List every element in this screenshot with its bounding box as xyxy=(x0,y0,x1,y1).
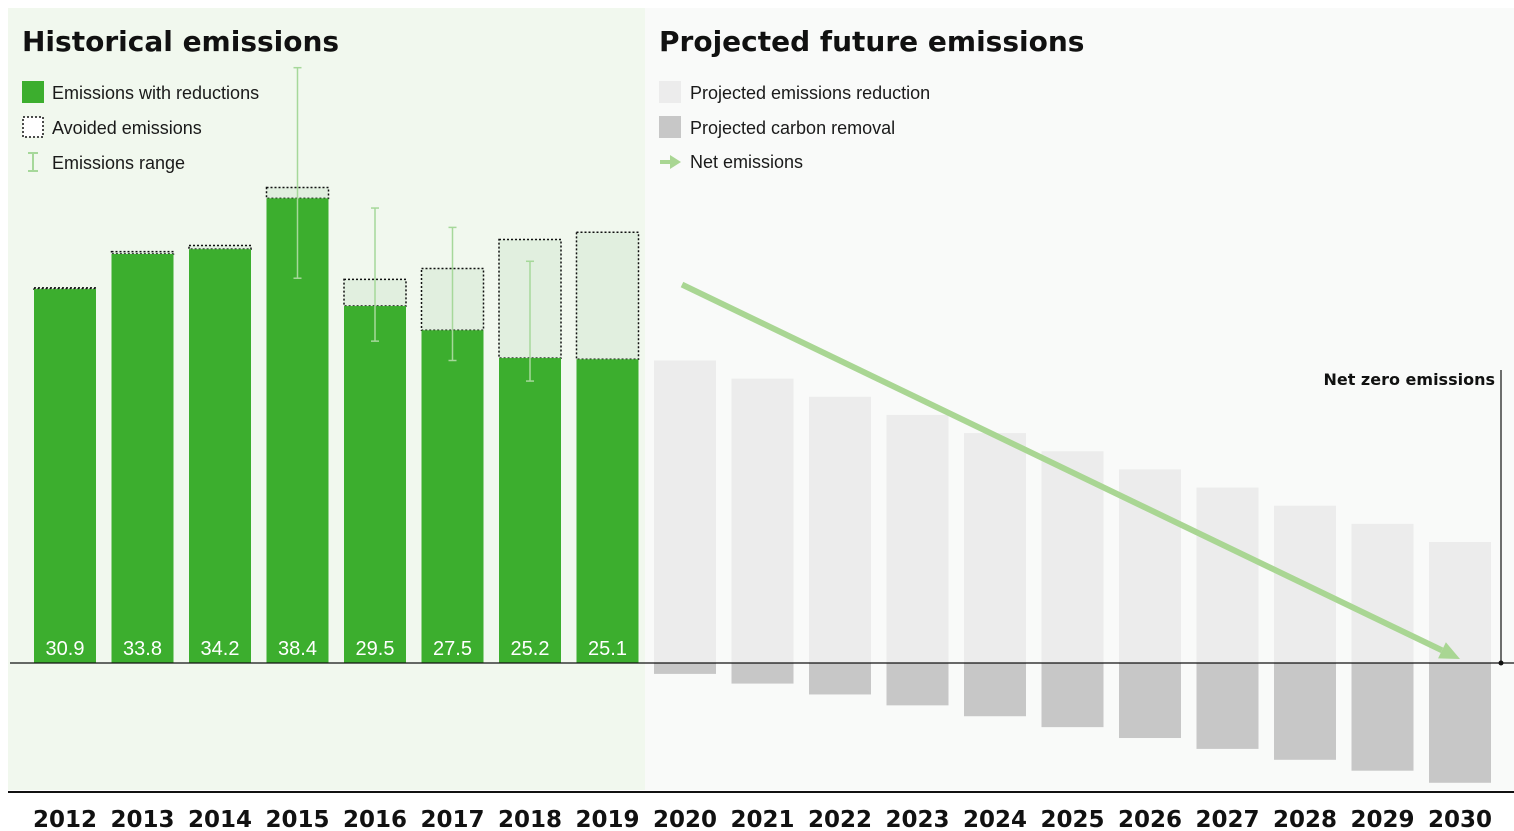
bar-2019 xyxy=(576,359,639,663)
carbon-removal-2030 xyxy=(1429,663,1491,783)
bar-2016 xyxy=(344,306,406,663)
emissions-range-2015 xyxy=(293,66,302,279)
net-zero-annotation: Net zero emissions xyxy=(1323,370,1495,389)
bar-2012 xyxy=(34,289,96,663)
legend-label-projected-emissions-reduction: Projected emissions reduction xyxy=(690,83,930,103)
net-emissions-arrow-line xyxy=(680,281,1444,654)
projected-reduction-2029 xyxy=(1351,523,1414,663)
year-label-2027: 2027 xyxy=(1195,807,1259,831)
year-label-2025: 2025 xyxy=(1040,807,1104,831)
avoided-emissions-2012 xyxy=(33,287,97,290)
year-label-2017: 2017 xyxy=(420,807,484,831)
projected-reduction-2025 xyxy=(1041,451,1104,663)
legend-swatch-avoided-emissions xyxy=(22,116,44,138)
bar-2013 xyxy=(111,254,174,663)
emissions-range-2017 xyxy=(448,226,457,362)
year-label-2020: 2020 xyxy=(653,807,717,831)
projected-reduction-2024 xyxy=(964,433,1026,663)
legend-label-emissions-range: Emissions range xyxy=(52,153,185,173)
legend-swatch-net-emissions-arrow xyxy=(660,155,681,169)
year-label-2019: 2019 xyxy=(575,807,639,831)
year-label-2030: 2030 xyxy=(1428,807,1492,831)
legend-swatch-projected-emissions-reduction xyxy=(659,81,681,103)
carbon-removal-2020 xyxy=(654,663,716,674)
bar-2018 xyxy=(499,358,561,663)
year-label-2016: 2016 xyxy=(343,807,407,831)
legend-historical: Emissions with reductions Avoided emissi… xyxy=(22,81,259,173)
value-label-2015: 38.4 xyxy=(278,638,317,660)
year-label-2024: 2024 xyxy=(963,807,1027,831)
legend-swatch-emissions-with-reductions xyxy=(22,81,44,103)
carbon-removal-2027 xyxy=(1196,663,1259,749)
legend-label-projected-carbon-removal: Projected carbon removal xyxy=(690,118,895,138)
legend-swatch-emissions-range xyxy=(28,152,38,172)
projected-title: Projected future emissions xyxy=(659,25,1084,58)
net-zero-marker-dot xyxy=(1498,660,1504,666)
carbon-removal-2022 xyxy=(809,663,871,695)
legend-label-emissions-with-reductions: Emissions with reductions xyxy=(52,83,259,103)
carbon-removal-2023 xyxy=(886,663,949,706)
value-label-2017: 27.5 xyxy=(433,638,472,660)
value-label-2016: 29.5 xyxy=(356,638,395,660)
year-label-2013: 2013 xyxy=(110,807,174,831)
carbon-removal-2029 xyxy=(1351,663,1414,771)
historical-title: Historical emissions xyxy=(22,25,339,58)
avoided-emissions-2019 xyxy=(575,231,640,361)
legend-label-avoided-emissions: Avoided emissions xyxy=(52,118,202,138)
year-label-2021: 2021 xyxy=(730,807,794,831)
projected-reduction-2020 xyxy=(654,360,716,663)
emissions-range-2016 xyxy=(371,207,379,342)
value-label-2013: 33.8 xyxy=(123,638,162,660)
net-emissions-arrow-head xyxy=(1438,642,1460,659)
projected-reduction-2022 xyxy=(809,396,871,663)
year-label-2026: 2026 xyxy=(1118,807,1182,831)
value-label-2018: 25.2 xyxy=(511,638,550,660)
year-label-2018: 2018 xyxy=(498,807,562,831)
value-label-2014: 34.2 xyxy=(201,638,240,660)
year-label-2028: 2028 xyxy=(1273,807,1337,831)
legend-swatch-projected-carbon-removal xyxy=(659,116,681,138)
carbon-removal-2021 xyxy=(731,663,794,684)
bar-2017 xyxy=(421,330,484,663)
legend-label-net-emissions: Net emissions xyxy=(690,152,803,172)
year-label-2015: 2015 xyxy=(265,807,329,831)
carbon-removal-2025 xyxy=(1041,663,1104,728)
carbon-removal-2024 xyxy=(964,663,1026,717)
year-label-2023: 2023 xyxy=(885,807,949,831)
legend-projected: Projected emissions reduction Projected … xyxy=(659,81,930,172)
avoided-emissions-2014 xyxy=(188,244,252,250)
carbon-removal-2026 xyxy=(1119,663,1181,739)
carbon-removal-2028 xyxy=(1274,663,1336,760)
value-label-2012: 30.9 xyxy=(46,638,85,660)
year-label-2029: 2029 xyxy=(1350,807,1414,831)
avoided-emissions-2013 xyxy=(110,250,175,255)
year-label-2022: 2022 xyxy=(808,807,872,831)
projected-reduction-2023 xyxy=(886,414,949,663)
value-label-2019: 25.1 xyxy=(588,638,627,660)
projected-reduction-2030 xyxy=(1429,542,1491,663)
emissions-range-2018 xyxy=(526,260,534,382)
plot-area: 30.9 33.8 34.2 38.4 29.5 27.5 25.2 25.1 2012 2013… xyxy=(8,66,1514,831)
bar-2014 xyxy=(189,249,251,663)
year-label-2012: 2012 xyxy=(33,807,97,831)
projected-reduction-2027 xyxy=(1196,487,1259,663)
year-label-2014: 2014 xyxy=(188,807,252,831)
projected-reduction-2021 xyxy=(731,378,794,663)
